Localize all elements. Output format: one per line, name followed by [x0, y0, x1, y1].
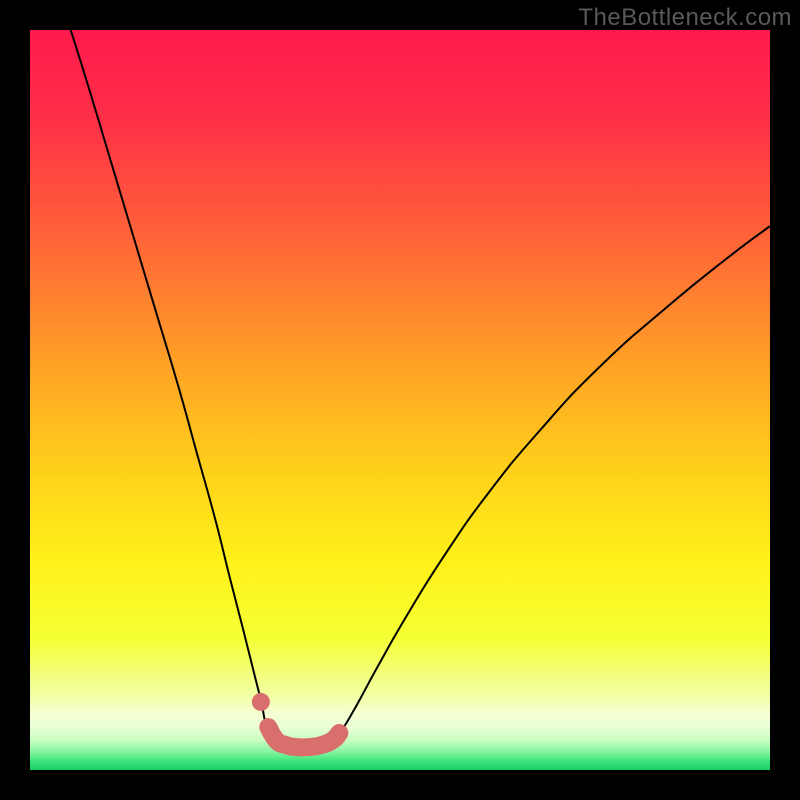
chart-stage: TheBottleneck.com	[0, 0, 800, 800]
plot-area	[30, 30, 770, 770]
highlight-dot	[252, 693, 270, 711]
bottleneck-curve-chart	[0, 0, 800, 800]
